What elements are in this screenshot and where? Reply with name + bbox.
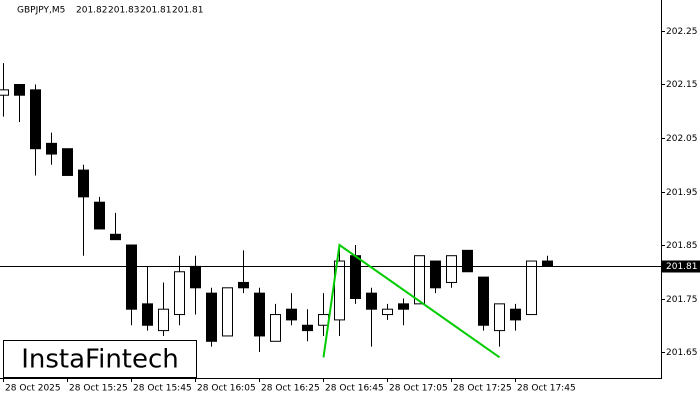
last-price-box [661,260,700,273]
last-price-label: 201.81 [666,262,698,272]
candle-body [542,260,553,267]
candle-body [446,255,457,283]
logo-box [3,340,197,378]
x-tick-label: 28 Oct 17:45 [517,384,576,394]
y-tick-label: 202.25 [666,27,698,37]
candle-body [30,89,41,150]
x-tick-label: 28 Oct 15:45 [133,384,192,394]
candle-body [430,260,441,289]
candle-body [46,142,57,155]
candle-body [206,292,217,342]
x-tick-label: 28 Oct 16:45 [325,384,384,394]
pattern-line [322,243,501,359]
candle-body [302,324,313,332]
candle-body [286,308,297,321]
candle-body [478,276,489,326]
x-tick-label: 28 Oct 17:25 [453,384,512,394]
candle-body [158,308,169,332]
candle-body [142,303,153,326]
candle-body [526,260,537,316]
candle-body [62,148,73,176]
x-tick-label: 28 Oct 15:25 [69,384,128,394]
candle-body [270,314,281,342]
candle-body [334,260,345,321]
logo: InstaFintech [3,340,197,378]
x-tick-label: 28 Oct 16:25 [261,384,320,394]
candle-body [14,84,25,96]
y-tick-label: 201.85 [666,241,698,251]
x-tick-label: 28 Oct 16:05 [197,384,256,394]
y-tick-label: 201.75 [666,295,698,305]
symbol: GBPJPY,M5 [17,6,65,16]
ohlc-close: 201.81 [172,6,204,16]
candle-body [318,314,329,326]
candle-body [254,292,265,337]
candle-body [366,292,377,310]
candle-body [462,249,473,273]
candle-body [494,303,505,332]
y-tick-label: 202.05 [666,134,698,144]
candle-body [94,201,105,230]
y-tick-label: 201.95 [666,188,698,198]
candle-body [190,265,201,289]
candle-body [238,281,249,289]
x-tick-label: 28 Oct 2025 [5,384,61,394]
candle-body [0,89,9,96]
candle-body [398,303,409,310]
candle-body [78,169,89,198]
candle-body [382,308,393,316]
candle-body [222,287,233,337]
header: GBPJPY,M5 201.82 201.83 201.81 201.81 [17,6,204,16]
x-tick-label: 28 Oct 17:05 [389,384,448,394]
candle-body [350,255,361,299]
ohlc-high: 201.83 [108,6,140,16]
ohlc-open: 201.82 [76,6,108,16]
y-tick-label: 202.15 [666,80,698,90]
plot [0,63,661,359]
candle-body [110,233,121,241]
candle-body [174,271,185,316]
candle-body [414,255,425,305]
y-tick-label: 201.65 [666,348,698,358]
candle-body [126,244,137,310]
logo-text: InstaFintech [21,345,179,375]
ohlc-low: 201.81 [140,6,172,16]
candle-body [510,308,521,321]
